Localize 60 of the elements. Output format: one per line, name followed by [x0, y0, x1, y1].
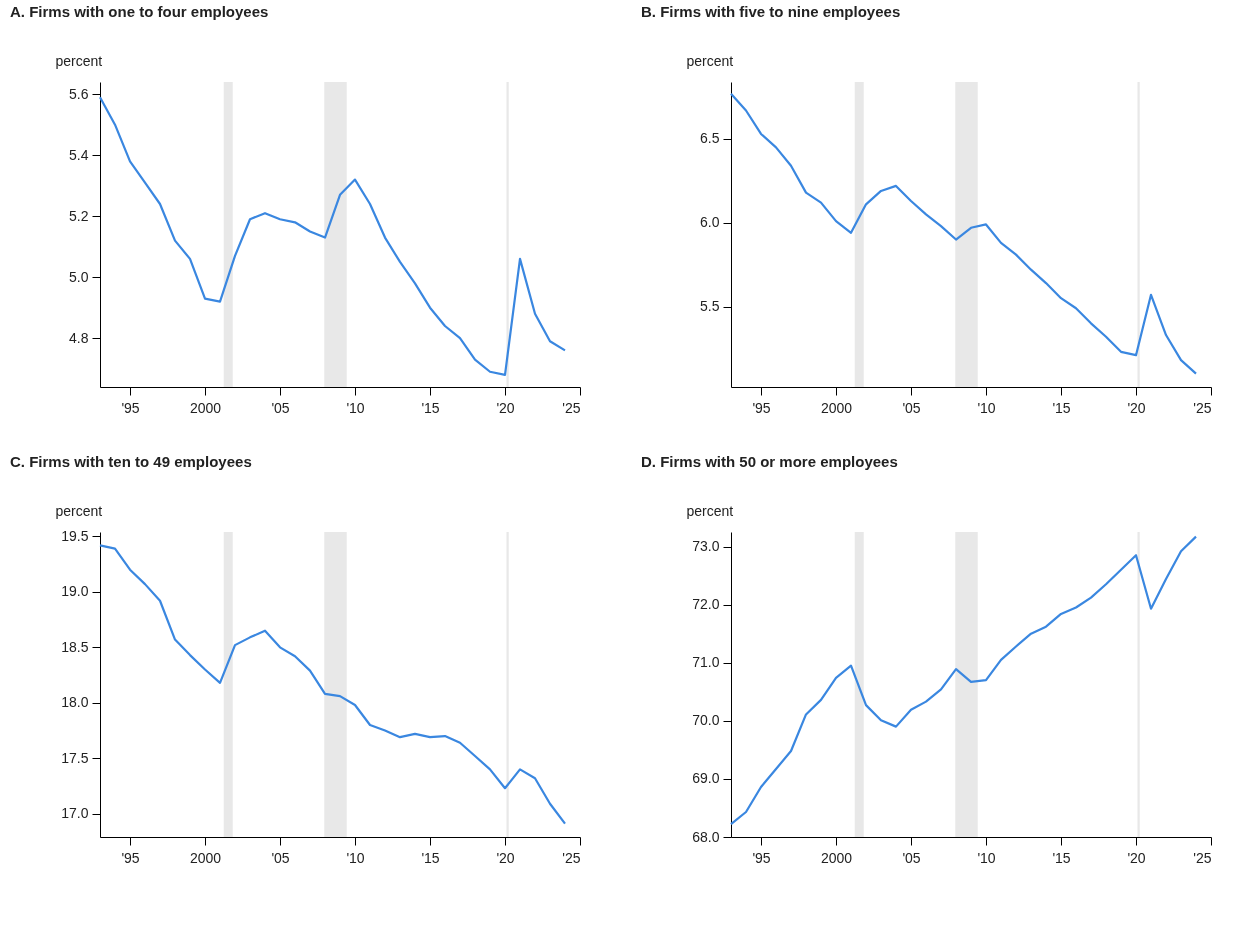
- x-tick-label: 2000: [820, 849, 853, 866]
- y-tick-label: 72.0: [692, 596, 720, 613]
- y-tick-label: 5.4: [69, 146, 89, 163]
- x-tick-label: '05: [271, 399, 290, 416]
- y-tick-label: 70.0: [692, 712, 720, 729]
- x-tick-label: '25: [1193, 849, 1212, 866]
- x-tick-label: 2000: [189, 849, 222, 866]
- y-tick-label: 4.8: [69, 329, 89, 346]
- x-tick-label: '05: [902, 849, 921, 866]
- x-tick-label: '20: [1127, 399, 1146, 416]
- y-tick-label: 5.2: [69, 207, 89, 224]
- x-tick-label: 2000: [189, 399, 222, 416]
- y-axis-title: percent: [55, 502, 103, 519]
- y-axis-title: percent: [686, 52, 734, 69]
- chart-title: D. Firms with 50 or more employees: [641, 453, 898, 470]
- x-tick-label: '95: [121, 849, 140, 866]
- y-tick-label: 71.0: [692, 654, 720, 671]
- x-tick-label: '15: [421, 399, 440, 416]
- y-axis-title: percent: [55, 52, 103, 69]
- x-tick-label: '95: [121, 399, 140, 416]
- x-tick-label: '05: [271, 849, 290, 866]
- line-series: [729, 535, 1198, 826]
- line-series: [98, 96, 567, 376]
- x-tick-label: '05: [902, 399, 921, 416]
- x-tick-label: '10: [346, 849, 365, 866]
- y-tick-label: 19.0: [61, 583, 89, 600]
- x-tick-label: '95: [752, 849, 771, 866]
- x-tick-label: 2000: [820, 399, 853, 416]
- x-tick-label: '25: [1193, 399, 1212, 416]
- y-tick-label: 6.0: [700, 214, 720, 231]
- y-tick-label: 18.5: [61, 638, 89, 655]
- x-tick-label: '25: [562, 849, 581, 866]
- x-tick-label: '25: [562, 399, 581, 416]
- y-tick-label: 6.5: [700, 130, 720, 147]
- x-tick-label: '20: [1127, 849, 1146, 866]
- x-tick-label: '95: [752, 399, 771, 416]
- x-tick-label: '10: [977, 849, 996, 866]
- y-axis-title: percent: [686, 502, 734, 519]
- x-tick-label: '15: [1052, 399, 1071, 416]
- line-series: [729, 92, 1198, 375]
- y-tick-label: 73.0: [692, 538, 720, 555]
- chart-title: A. Firms with one to four employees: [10, 3, 269, 20]
- x-tick-label: '20: [496, 849, 515, 866]
- y-tick-label: 19.5: [61, 527, 89, 544]
- y-tick-label: 69.0: [692, 770, 720, 787]
- x-tick-label: '10: [977, 399, 996, 416]
- x-tick-label: '10: [346, 399, 365, 416]
- x-tick-label: '15: [421, 849, 440, 866]
- chart-title: C. Firms with ten to 49 employees: [10, 453, 252, 470]
- y-tick-label: 17.5: [61, 749, 89, 766]
- y-tick-label: 5.6: [69, 85, 89, 102]
- x-tick-label: '15: [1052, 849, 1071, 866]
- y-tick-label: 17.0: [61, 805, 89, 822]
- y-tick-label: 5.0: [69, 268, 89, 285]
- line-series: [98, 544, 567, 825]
- y-tick-label: 68.0: [692, 828, 720, 845]
- y-tick-label: 5.5: [700, 298, 720, 315]
- chart-title: B. Firms with five to nine employees: [641, 3, 901, 20]
- y-tick-label: 18.0: [61, 694, 89, 711]
- x-tick-label: '20: [496, 399, 515, 416]
